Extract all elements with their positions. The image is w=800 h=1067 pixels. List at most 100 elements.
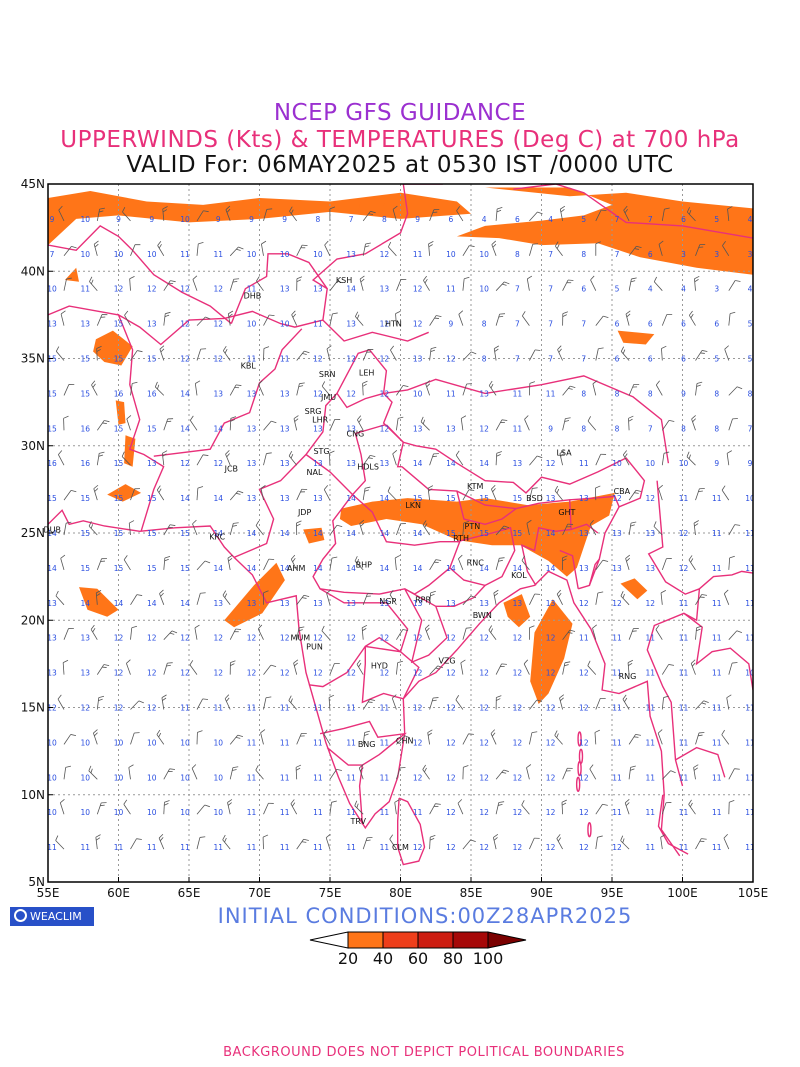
temp-value: 7 (548, 320, 553, 329)
wind-barb (756, 764, 766, 779)
wind-barb (396, 629, 409, 640)
wind-barb (762, 730, 767, 744)
temp-value: 11 (745, 529, 755, 538)
temp-value: 15 (413, 494, 423, 503)
temp-value: 9 (415, 215, 420, 224)
temp-value: 15 (81, 494, 91, 503)
wind-barb (594, 729, 600, 745)
temp-value: 12 (380, 389, 390, 398)
temp-value: 8 (581, 250, 586, 259)
temp-value: 12 (479, 424, 489, 433)
wind-barb (362, 593, 373, 605)
temp-value: 12 (513, 738, 523, 747)
temp-value: 11 (413, 808, 423, 817)
temp-value: 11 (346, 843, 356, 852)
wind-barb (324, 240, 331, 256)
wind-barb (728, 418, 738, 431)
temp-value: 12 (446, 773, 456, 782)
wind-barb (595, 591, 604, 605)
wind-barb (620, 346, 630, 361)
wind-barb (362, 486, 371, 501)
wind-barb (460, 659, 466, 675)
lat-tick-label: 15N (21, 701, 45, 715)
wind-barb (488, 380, 497, 396)
temp-value: 14 (446, 459, 456, 468)
temp-value: 15 (114, 494, 124, 503)
temp-value: 6 (648, 250, 653, 259)
temp-value: 15 (81, 529, 91, 538)
wind-barb (63, 490, 77, 501)
temp-value: 12 (479, 738, 489, 747)
temp-value: 11 (513, 424, 523, 433)
wind-barb (589, 764, 597, 780)
temp-value: 12 (479, 669, 489, 678)
station-label: CHN (396, 737, 414, 746)
temp-value: 8 (581, 424, 586, 433)
wind-barb (660, 590, 666, 605)
boundary-line (698, 570, 753, 590)
wind-barb (695, 625, 702, 640)
temp-value: 12 (479, 773, 489, 782)
temp-value: 11 (247, 773, 257, 782)
temp-value: 11 (612, 704, 622, 713)
temp-value: 14 (313, 529, 323, 538)
temp-value: 10 (479, 250, 489, 259)
wind-barb (462, 733, 474, 745)
wind-barb (661, 695, 669, 710)
wind-barb (196, 560, 211, 571)
wind-barb (559, 694, 565, 710)
wind-barb (628, 277, 637, 291)
temp-value: 4 (548, 215, 553, 224)
temp-value: 12 (147, 285, 157, 294)
station-label: NAL (307, 468, 323, 477)
station-label: RTH (453, 534, 469, 543)
temp-value: 12 (579, 843, 589, 852)
wind-barb (728, 555, 735, 570)
wind-barb (462, 595, 477, 606)
wind-barb (192, 519, 198, 536)
wind-barb (390, 345, 397, 361)
wind-barb (196, 454, 209, 466)
wind-barb (562, 629, 576, 640)
temp-value: 5 (615, 285, 620, 294)
wind-barb (554, 730, 563, 745)
temp-value: 9 (282, 215, 287, 224)
boundary-line (153, 328, 303, 457)
wind-barb (462, 765, 469, 780)
temp-value: 12 (380, 320, 390, 329)
wind-barb (296, 382, 305, 396)
wind-barb (522, 311, 530, 326)
wind-barb (296, 838, 309, 850)
temp-value: 15 (114, 424, 124, 433)
temp-value: 11 (513, 389, 523, 398)
wind-barb (661, 345, 667, 361)
lon-tick-label: 70E (248, 886, 271, 900)
temp-value: 11 (180, 250, 190, 259)
temp-value: 12 (380, 250, 390, 259)
wind-barb (557, 345, 563, 361)
wind-barb (662, 770, 676, 780)
temp-value: 12 (81, 704, 91, 713)
island (587, 821, 592, 838)
temp-value: 12 (280, 669, 290, 678)
temp-value: 12 (213, 459, 223, 468)
temp-value: 14 (180, 599, 190, 608)
temp-value: 14 (346, 564, 356, 573)
temp-value: 6 (681, 320, 686, 329)
temp-value: 15 (147, 424, 157, 433)
wind-barb (362, 730, 370, 745)
wind-barb (163, 280, 176, 291)
temp-value: 12 (413, 843, 423, 852)
wind-barb (429, 835, 436, 850)
wind-barb (91, 380, 98, 396)
wind-barb (63, 521, 72, 536)
wind-barb (196, 592, 206, 605)
wind-barb (495, 451, 502, 466)
station-label: DUB (43, 526, 61, 535)
temp-value: 8 (748, 389, 753, 398)
wind-barb (762, 803, 775, 817)
wind-barb (495, 419, 508, 431)
wind-barb (691, 415, 696, 431)
station-label: SRG (305, 407, 322, 416)
